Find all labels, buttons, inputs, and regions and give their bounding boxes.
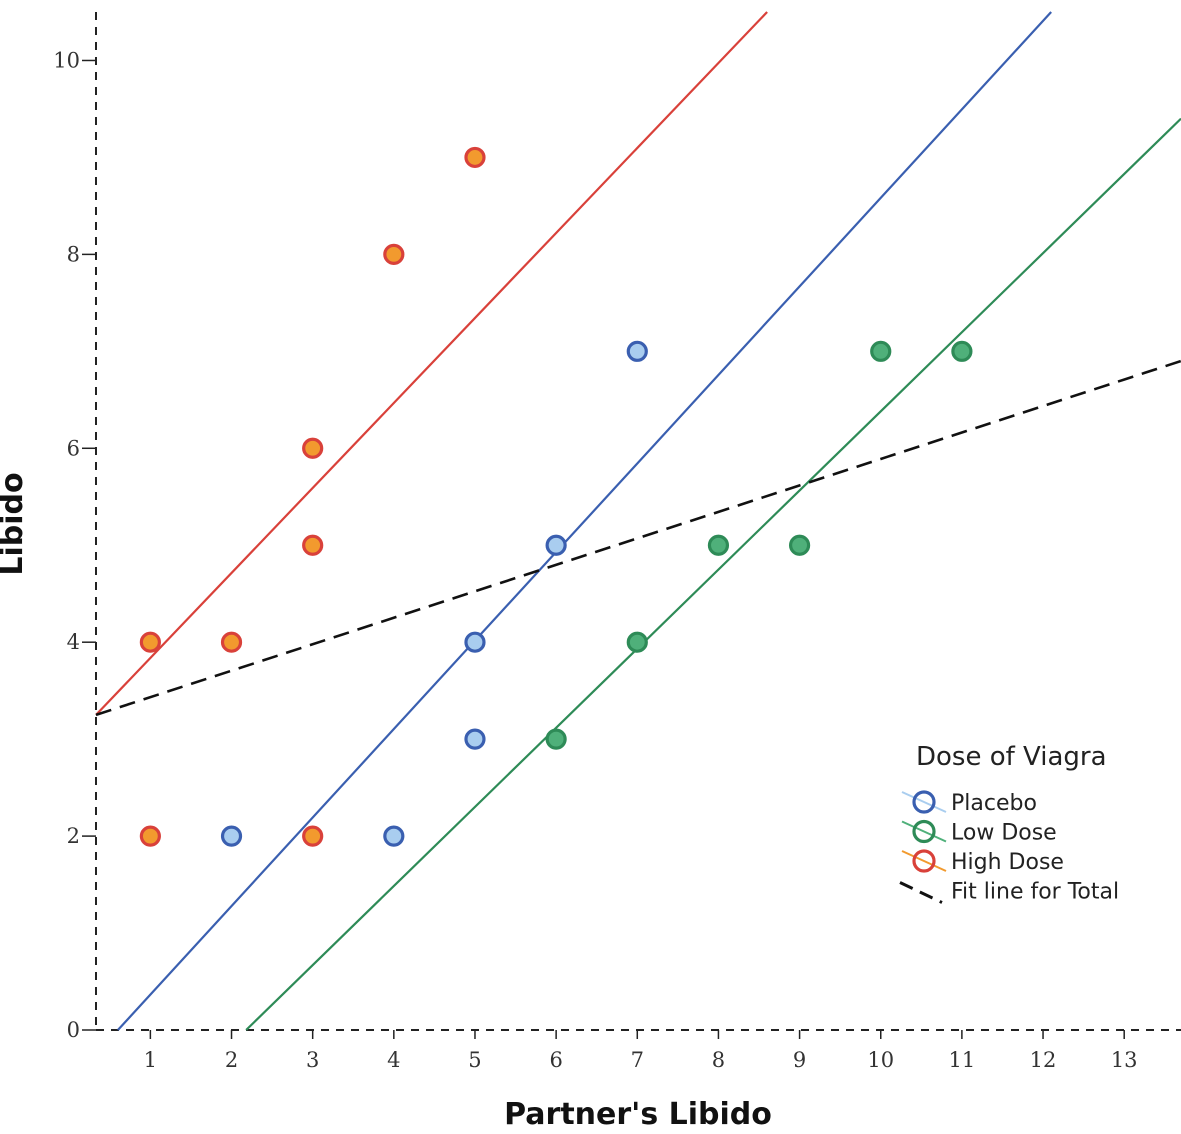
x-tick-label: 1 bbox=[144, 1048, 157, 1072]
point-low-dose bbox=[545, 728, 567, 750]
y-axis-title: Libido bbox=[0, 472, 30, 575]
x-tick-label: 5 bbox=[468, 1048, 481, 1072]
point-high-dose bbox=[302, 437, 324, 459]
y-tick-label: 0 bbox=[67, 1018, 80, 1042]
point-high-dose bbox=[302, 534, 324, 556]
y-tick-label: 2 bbox=[67, 824, 80, 848]
legend-swatch-line bbox=[901, 791, 947, 813]
fit-line-low-dose bbox=[245, 117, 1181, 1031]
point-placebo bbox=[464, 631, 486, 653]
point-high-dose bbox=[464, 146, 486, 169]
legend-swatch-marker bbox=[912, 819, 936, 844]
y-axis-ticks: 0 2 4 6 8 10 bbox=[53, 48, 96, 1042]
legend-swatch-line bbox=[901, 820, 947, 843]
fit-line-placebo bbox=[117, 11, 1052, 1031]
x-tick-label: 10 bbox=[867, 1048, 894, 1072]
legend-entries: Placebo Low Dose High Dose Fit line for Tot… bbox=[899, 790, 1119, 905]
point-low-dose bbox=[788, 534, 811, 556]
point-high-dose bbox=[383, 243, 405, 265]
x-tick-label: 8 bbox=[712, 1048, 725, 1072]
legend-label: Fit line for Total bbox=[951, 880, 1119, 905]
point-placebo bbox=[626, 340, 648, 362]
point-low-dose bbox=[707, 534, 730, 556]
point-placebo bbox=[220, 825, 243, 847]
x-axis-ticks: 1 2 3 4 5 6 7 8 9 10 11 12 13 bbox=[144, 1030, 1138, 1072]
legend: Dose of Viagra Placebo Low Dose High Dose F… bbox=[899, 742, 1119, 905]
x-tick-label: 6 bbox=[549, 1048, 562, 1072]
legend-swatch-marker bbox=[912, 849, 936, 873]
point-high-dose bbox=[139, 825, 161, 847]
fit-lines bbox=[95, 11, 1181, 1031]
y-tick-label: 6 bbox=[67, 436, 80, 460]
x-tick-label: 4 bbox=[387, 1048, 400, 1072]
point-high-dose bbox=[302, 825, 324, 847]
x-tick-label: 2 bbox=[225, 1048, 238, 1072]
x-tick-label: 13 bbox=[1111, 1048, 1138, 1072]
x-tick-label: 7 bbox=[631, 1048, 644, 1072]
point-low-dose bbox=[870, 340, 892, 362]
point-low-dose bbox=[951, 340, 973, 362]
fit-line-total bbox=[95, 359, 1181, 717]
point-high-dose bbox=[139, 631, 161, 653]
x-tick-label: 12 bbox=[1030, 1048, 1057, 1072]
legend-swatch-line bbox=[901, 850, 947, 872]
point-placebo bbox=[545, 534, 567, 556]
data-points bbox=[139, 146, 973, 847]
point-low-dose bbox=[626, 631, 648, 653]
y-tick-label: 8 bbox=[67, 242, 80, 266]
x-tick-label: 3 bbox=[306, 1048, 319, 1072]
point-placebo bbox=[383, 825, 405, 847]
legend-title: Dose of Viagra bbox=[916, 742, 1107, 772]
legend-swatch-dashed-line bbox=[899, 881, 943, 904]
axes bbox=[95, 12, 1181, 1031]
point-high-dose bbox=[220, 631, 243, 653]
legend-label: Placebo bbox=[951, 791, 1037, 816]
x-tick-label: 11 bbox=[949, 1048, 976, 1072]
x-tick-label: 9 bbox=[793, 1048, 806, 1072]
fit-line-high-dose bbox=[95, 11, 768, 716]
legend-swatch-marker bbox=[912, 790, 936, 814]
y-tick-label: 4 bbox=[67, 630, 80, 654]
point-placebo bbox=[464, 728, 486, 750]
legend-label: Low Dose bbox=[951, 821, 1057, 846]
y-tick-label: 10 bbox=[53, 48, 80, 72]
x-axis-title: Partner's Libido bbox=[504, 1097, 772, 1132]
legend-label: High Dose bbox=[951, 850, 1064, 875]
